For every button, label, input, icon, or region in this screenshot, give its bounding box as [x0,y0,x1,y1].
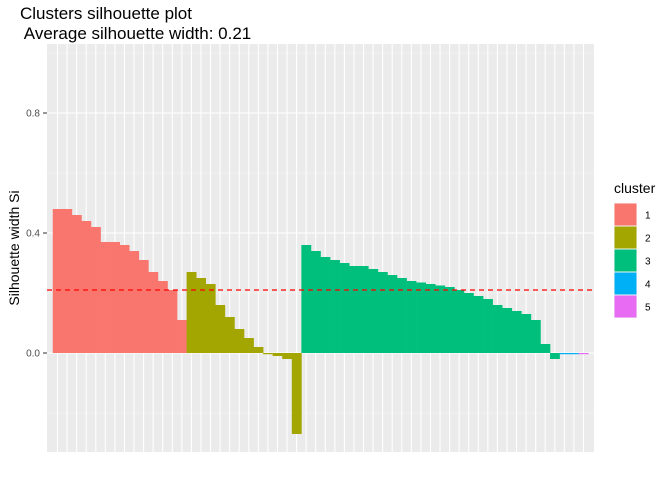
silhouette-bar [416,282,426,353]
y-tick-label: 0.0 [26,349,40,360]
silhouette-bar [387,275,398,353]
silhouette-bar [215,305,226,353]
silhouette-bar [492,305,503,353]
silhouette-bar [157,281,168,353]
y-tick-label: 0.4 [26,229,40,240]
legend-label: 3 [645,257,651,268]
legend-key [614,295,637,318]
silhouette-bar [272,353,283,356]
silhouette-bar [320,257,331,353]
silhouette-bar [569,353,579,355]
y-tick-label: 0.8 [26,109,40,120]
silhouette-bar [52,209,63,353]
silhouette-bar [167,290,178,353]
silhouette-bar [253,347,264,353]
silhouette-bar [502,308,513,353]
silhouette-bar [406,281,417,353]
silhouette-bar [550,353,560,359]
silhouette-bar [454,290,465,353]
silhouette-bar [243,338,254,353]
silhouette-bar [540,344,551,353]
silhouette-bar [263,353,273,355]
silhouette-bar [358,266,369,353]
silhouette-bar [483,299,493,353]
silhouette-bar [425,284,436,353]
chart-title: Clusters silhouette plot [20,4,192,23]
silhouette-bar [377,272,388,353]
silhouette-bar [463,293,474,353]
silhouette-bar [177,320,187,353]
silhouette-bar [205,284,216,353]
silhouette-bar [444,287,455,353]
silhouette-bar [224,317,235,353]
silhouette-bar [330,260,340,353]
silhouette-bar [148,272,159,353]
silhouette-bar [473,296,484,353]
silhouette-bar [339,263,350,353]
legend-key [614,272,637,295]
y-axis-title: Silhouette width Si [6,190,22,305]
silhouette-bar [186,272,197,353]
silhouette-bar [397,278,407,353]
silhouette-bar [310,251,321,353]
chart-subtitle: Average silhouette width: 0.21 [20,24,252,43]
silhouette-bar [349,266,360,353]
legend-key [614,203,637,226]
chart-title-block: Clusters silhouette plot Average silhoue… [20,4,251,44]
legend-key [614,249,637,272]
silhouette-bar [110,242,120,353]
silhouette-bar [291,353,302,434]
silhouette-bar [559,353,570,355]
silhouette-bar [234,329,245,353]
silhouette-bar [282,353,293,359]
legend-key [614,226,637,249]
legend-label: 5 [645,303,651,314]
legend-title: cluster [614,180,656,196]
silhouette-bar [521,314,532,353]
silhouette-bar [81,221,92,353]
silhouette-bar [530,320,541,353]
silhouette-bar [62,209,73,353]
silhouette-bar [129,251,140,353]
silhouette-bar [100,242,111,353]
silhouette-bar [119,245,130,353]
silhouette-bar [301,245,312,353]
silhouette-bar [71,215,82,353]
silhouette-bar [368,269,379,353]
silhouette-bar [435,285,446,353]
silhouette-bar [511,311,522,353]
legend-label: 2 [645,234,651,245]
silhouette-bar [196,278,207,353]
silhouette-bar [138,260,149,353]
plot-panel [47,44,594,452]
legend-label: 4 [645,280,651,291]
silhouette-bar [578,353,589,355]
legend-label: 1 [645,211,651,222]
